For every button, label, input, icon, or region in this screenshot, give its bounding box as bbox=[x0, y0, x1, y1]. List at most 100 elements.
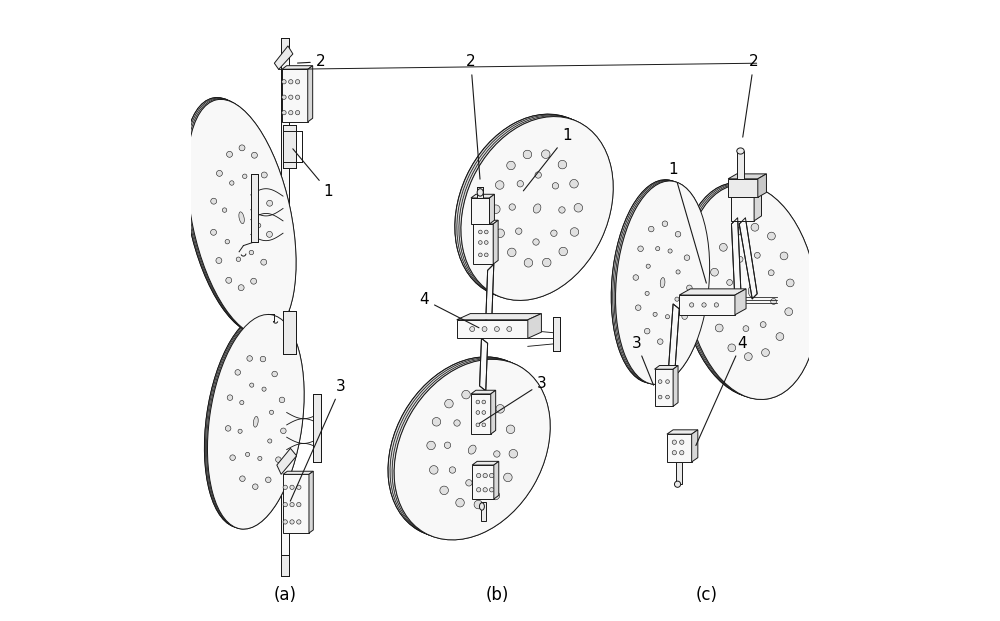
Ellipse shape bbox=[727, 279, 733, 286]
Ellipse shape bbox=[517, 181, 523, 187]
Ellipse shape bbox=[461, 117, 613, 301]
Ellipse shape bbox=[462, 391, 470, 399]
Polygon shape bbox=[667, 434, 692, 462]
Ellipse shape bbox=[760, 322, 766, 327]
Ellipse shape bbox=[250, 383, 254, 388]
Ellipse shape bbox=[484, 230, 488, 234]
Ellipse shape bbox=[478, 230, 482, 234]
Ellipse shape bbox=[466, 479, 472, 486]
Bar bbox=[737, 151, 744, 179]
Ellipse shape bbox=[656, 247, 660, 251]
Ellipse shape bbox=[508, 248, 516, 256]
Text: 2: 2 bbox=[298, 54, 325, 70]
Ellipse shape bbox=[687, 285, 692, 291]
Ellipse shape bbox=[478, 241, 482, 244]
Ellipse shape bbox=[282, 79, 286, 84]
Ellipse shape bbox=[238, 284, 244, 291]
Ellipse shape bbox=[482, 410, 486, 414]
Ellipse shape bbox=[478, 253, 482, 256]
Ellipse shape bbox=[456, 499, 464, 507]
Ellipse shape bbox=[658, 379, 662, 383]
Ellipse shape bbox=[476, 400, 480, 404]
Ellipse shape bbox=[737, 256, 743, 262]
Ellipse shape bbox=[230, 181, 234, 185]
Ellipse shape bbox=[283, 502, 287, 507]
Ellipse shape bbox=[786, 279, 794, 287]
Ellipse shape bbox=[260, 356, 266, 362]
Polygon shape bbox=[281, 555, 289, 576]
Ellipse shape bbox=[394, 360, 550, 540]
Ellipse shape bbox=[295, 95, 300, 99]
Polygon shape bbox=[668, 304, 679, 379]
Polygon shape bbox=[471, 394, 491, 434]
Text: 4: 4 bbox=[696, 335, 746, 445]
Ellipse shape bbox=[645, 291, 649, 296]
Polygon shape bbox=[553, 317, 560, 351]
Ellipse shape bbox=[684, 255, 690, 260]
Ellipse shape bbox=[771, 299, 777, 304]
Ellipse shape bbox=[470, 327, 475, 332]
Ellipse shape bbox=[729, 308, 735, 314]
Polygon shape bbox=[471, 198, 489, 224]
Ellipse shape bbox=[297, 485, 301, 489]
Polygon shape bbox=[282, 70, 308, 122]
Polygon shape bbox=[494, 461, 499, 499]
Ellipse shape bbox=[668, 249, 672, 253]
Ellipse shape bbox=[468, 445, 476, 454]
Ellipse shape bbox=[254, 192, 258, 196]
Ellipse shape bbox=[238, 429, 242, 433]
Ellipse shape bbox=[252, 484, 258, 489]
Ellipse shape bbox=[666, 395, 669, 399]
Ellipse shape bbox=[689, 303, 694, 307]
Ellipse shape bbox=[476, 423, 480, 427]
Polygon shape bbox=[655, 366, 678, 369]
Ellipse shape bbox=[474, 501, 483, 509]
Bar bbox=[676, 462, 682, 484]
Text: 3: 3 bbox=[479, 376, 547, 424]
Polygon shape bbox=[281, 39, 289, 57]
Ellipse shape bbox=[269, 410, 274, 414]
Ellipse shape bbox=[785, 308, 793, 315]
Ellipse shape bbox=[671, 333, 677, 339]
Text: 1: 1 bbox=[669, 163, 706, 283]
Ellipse shape bbox=[211, 198, 217, 204]
Polygon shape bbox=[731, 218, 741, 301]
Ellipse shape bbox=[551, 230, 557, 237]
Ellipse shape bbox=[235, 369, 241, 375]
Ellipse shape bbox=[480, 392, 489, 401]
Ellipse shape bbox=[295, 111, 300, 115]
Ellipse shape bbox=[266, 232, 272, 237]
Ellipse shape bbox=[430, 466, 438, 474]
Ellipse shape bbox=[482, 423, 486, 427]
Polygon shape bbox=[251, 175, 258, 242]
Ellipse shape bbox=[455, 114, 607, 298]
Ellipse shape bbox=[715, 324, 723, 332]
Polygon shape bbox=[489, 194, 494, 224]
Polygon shape bbox=[655, 369, 673, 406]
Ellipse shape bbox=[388, 357, 544, 537]
Ellipse shape bbox=[680, 450, 684, 455]
Ellipse shape bbox=[494, 451, 500, 457]
Polygon shape bbox=[472, 465, 494, 499]
Text: 2: 2 bbox=[743, 54, 759, 137]
Ellipse shape bbox=[495, 181, 504, 189]
Polygon shape bbox=[283, 471, 313, 474]
Ellipse shape bbox=[239, 212, 244, 224]
Ellipse shape bbox=[187, 99, 296, 336]
Ellipse shape bbox=[558, 160, 567, 169]
Ellipse shape bbox=[297, 502, 301, 507]
Ellipse shape bbox=[682, 314, 687, 319]
Polygon shape bbox=[754, 193, 762, 221]
Ellipse shape bbox=[611, 179, 705, 383]
Ellipse shape bbox=[211, 229, 216, 235]
Ellipse shape bbox=[762, 349, 769, 356]
Ellipse shape bbox=[709, 297, 717, 305]
Ellipse shape bbox=[251, 278, 257, 284]
Ellipse shape bbox=[489, 487, 494, 492]
Text: 3: 3 bbox=[290, 379, 346, 501]
Ellipse shape bbox=[653, 312, 657, 317]
Ellipse shape bbox=[616, 181, 710, 384]
Text: 2: 2 bbox=[466, 54, 480, 179]
Ellipse shape bbox=[477, 487, 481, 492]
Text: 1: 1 bbox=[293, 149, 333, 199]
